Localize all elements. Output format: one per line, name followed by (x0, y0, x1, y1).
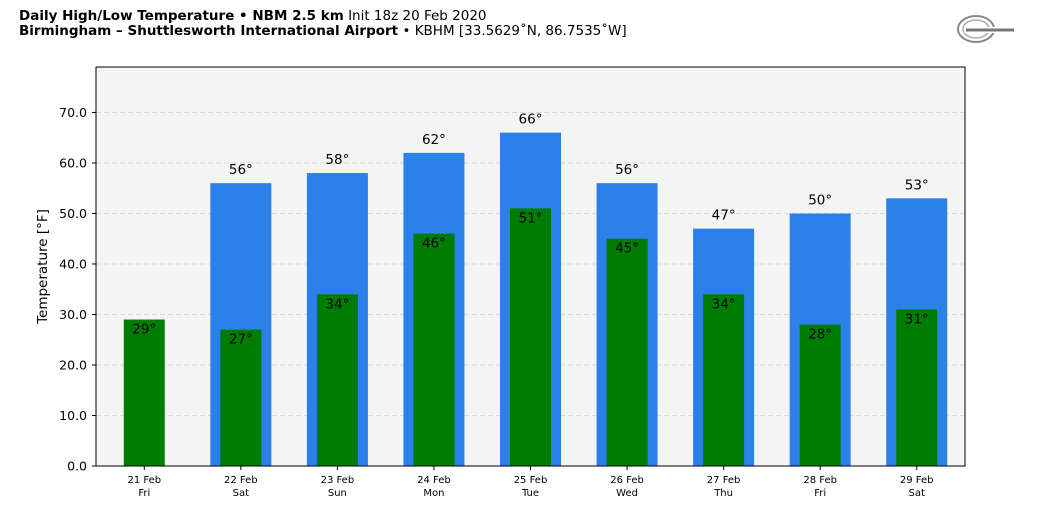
weatherbell-logo-icon (957, 15, 1016, 43)
low-temp-bar (316, 294, 358, 466)
low-temp-bar (606, 238, 648, 466)
low-temp-label: 31° (905, 311, 929, 327)
x-tick-date-label: 24 Feb (417, 475, 451, 486)
high-temp-label: 50° (808, 192, 832, 208)
low-temp-bar (799, 324, 841, 466)
x-tick-date-label: 22 Feb (224, 475, 258, 486)
low-temp-bar (220, 329, 262, 466)
low-temp-label: 34° (325, 296, 349, 312)
x-tick-date-label: 25 Feb (514, 475, 548, 486)
x-tick-day-label: Wed (616, 488, 638, 499)
low-temp-bar (703, 294, 745, 466)
x-tick-date-label: 23 Feb (321, 475, 355, 486)
x-tick-day-label: Sat (909, 488, 925, 499)
high-temp-label: 47° (712, 208, 736, 224)
y-tick-label: 60.0 (59, 155, 87, 170)
high-temp-label: 56° (229, 162, 253, 178)
x-tick-day-label: Sun (328, 488, 347, 499)
low-temp-label: 34° (712, 296, 736, 312)
high-temp-label: 58° (325, 152, 349, 168)
x-tick-day-label: Fri (814, 488, 826, 499)
low-temp-bar (413, 233, 455, 466)
chart-header: Daily High/Low Temperature • NBM 2.5 km … (19, 9, 627, 39)
low-temp-label: 27° (229, 332, 253, 348)
high-temp-label: 66° (519, 112, 543, 128)
location-name: Birmingham – Shuttlesworth International… (19, 23, 399, 39)
y-tick-label: 70.0 (59, 105, 87, 120)
y-axis-label: Temperature [°F] (35, 209, 51, 325)
x-tick-day-label: Tue (521, 488, 539, 499)
y-tick-label: 0.0 (67, 459, 87, 474)
low-temp-bar (896, 309, 938, 466)
x-tick-day-label: Mon (423, 488, 444, 499)
init-time: Init 18z 20 Feb 2020 (348, 8, 487, 24)
low-temp-label: 46° (422, 236, 446, 252)
low-temp-bar (123, 319, 165, 466)
low-temp-bar (510, 208, 551, 466)
x-tick-date-label: 28 Feb (803, 475, 837, 486)
location-coordinates: • KBHM [33.5629˚N, 86.7535˚W] (402, 23, 627, 39)
chart-title: Daily High/Low Temperature • NBM 2.5 km (19, 8, 344, 24)
x-tick-date-label: 29 Feb (900, 475, 934, 486)
low-temp-label: 29° (132, 322, 156, 338)
location-line: Birmingham – Shuttlesworth International… (19, 24, 627, 39)
y-tick-label: 40.0 (59, 256, 87, 271)
y-tick-label: 50.0 (59, 206, 87, 221)
high-temp-label: 56° (615, 162, 639, 178)
x-tick-date-label: 26 Feb (610, 475, 644, 486)
high-temp-label: 62° (422, 132, 446, 148)
x-tick-day-label: Fri (138, 488, 150, 499)
y-tick-label: 10.0 (59, 408, 87, 423)
x-tick-date-label: 27 Feb (707, 475, 741, 486)
x-tick-day-label: Thu (713, 488, 733, 499)
x-tick-day-label: Sat (233, 488, 249, 499)
x-tick-date-label: 21 Feb (127, 475, 161, 486)
low-temp-label: 45° (615, 241, 639, 257)
y-tick-label: 30.0 (59, 307, 87, 322)
title-line: Daily High/Low Temperature • NBM 2.5 km … (19, 9, 627, 24)
low-temp-label: 51° (519, 210, 543, 226)
low-temp-label: 28° (808, 327, 832, 343)
high-temp-label: 53° (905, 177, 929, 193)
y-tick-label: 20.0 (59, 357, 87, 372)
